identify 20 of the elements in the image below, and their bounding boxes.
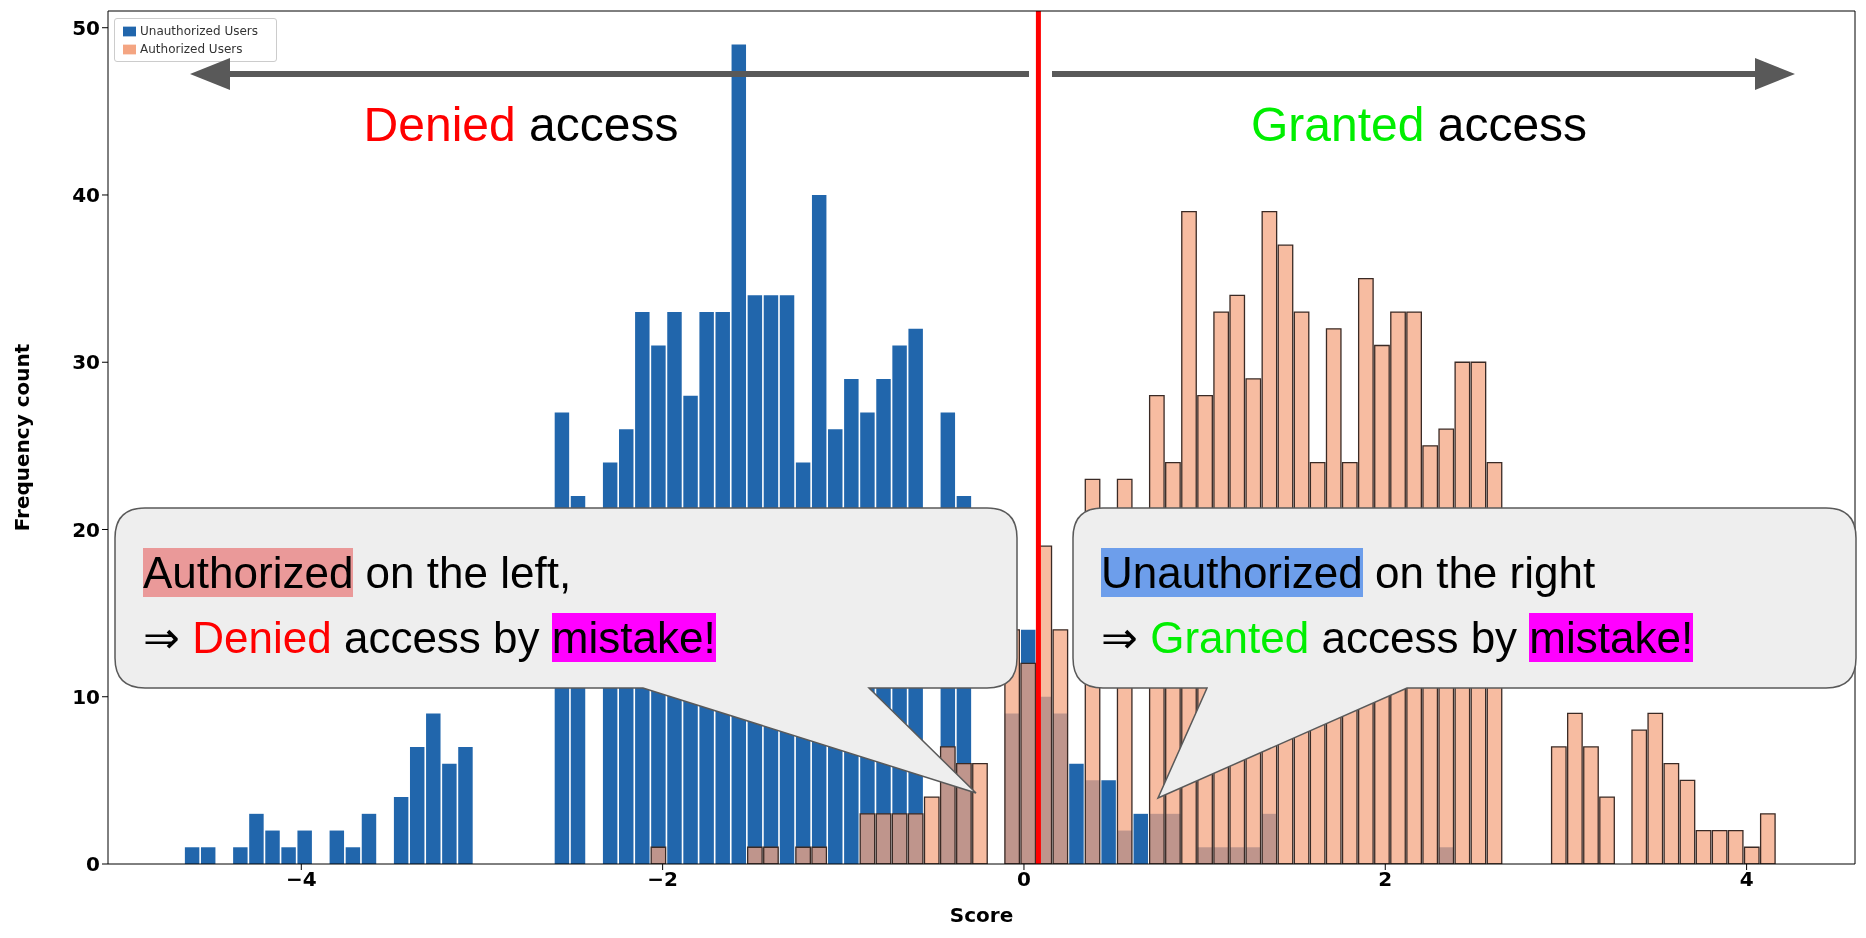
annotation: Authorized on the left, [143,548,572,597]
x-tick-label: 2 [1378,867,1393,892]
x-tick-label: −4 [285,867,317,892]
annotation: Unauthorized on the right [1101,548,1596,597]
annotation: Denied access [363,98,679,151]
annotation: ⇒ Denied access by mistake! [143,613,716,662]
y-tick-label: 40 [72,183,100,208]
annotation: Granted access [1250,98,1588,151]
y-tick-label: 50 [72,15,100,40]
y-tick-label: 10 [72,684,100,709]
x-tick-label: −2 [647,867,678,892]
x-tick-label: 0 [1016,867,1031,892]
x-tick-label: 4 [1739,867,1754,892]
x-axis-title: Score [949,903,1014,927]
legend-label: Authorized Users [140,42,243,56]
legend-label: Unauthorized Users [140,24,258,38]
y-tick-label: 30 [72,350,100,375]
annotation: ⇒ Granted access by mistake! [1101,613,1694,662]
y-tick-label: 20 [72,517,100,542]
y-axis-title: Frequency count [10,343,35,532]
